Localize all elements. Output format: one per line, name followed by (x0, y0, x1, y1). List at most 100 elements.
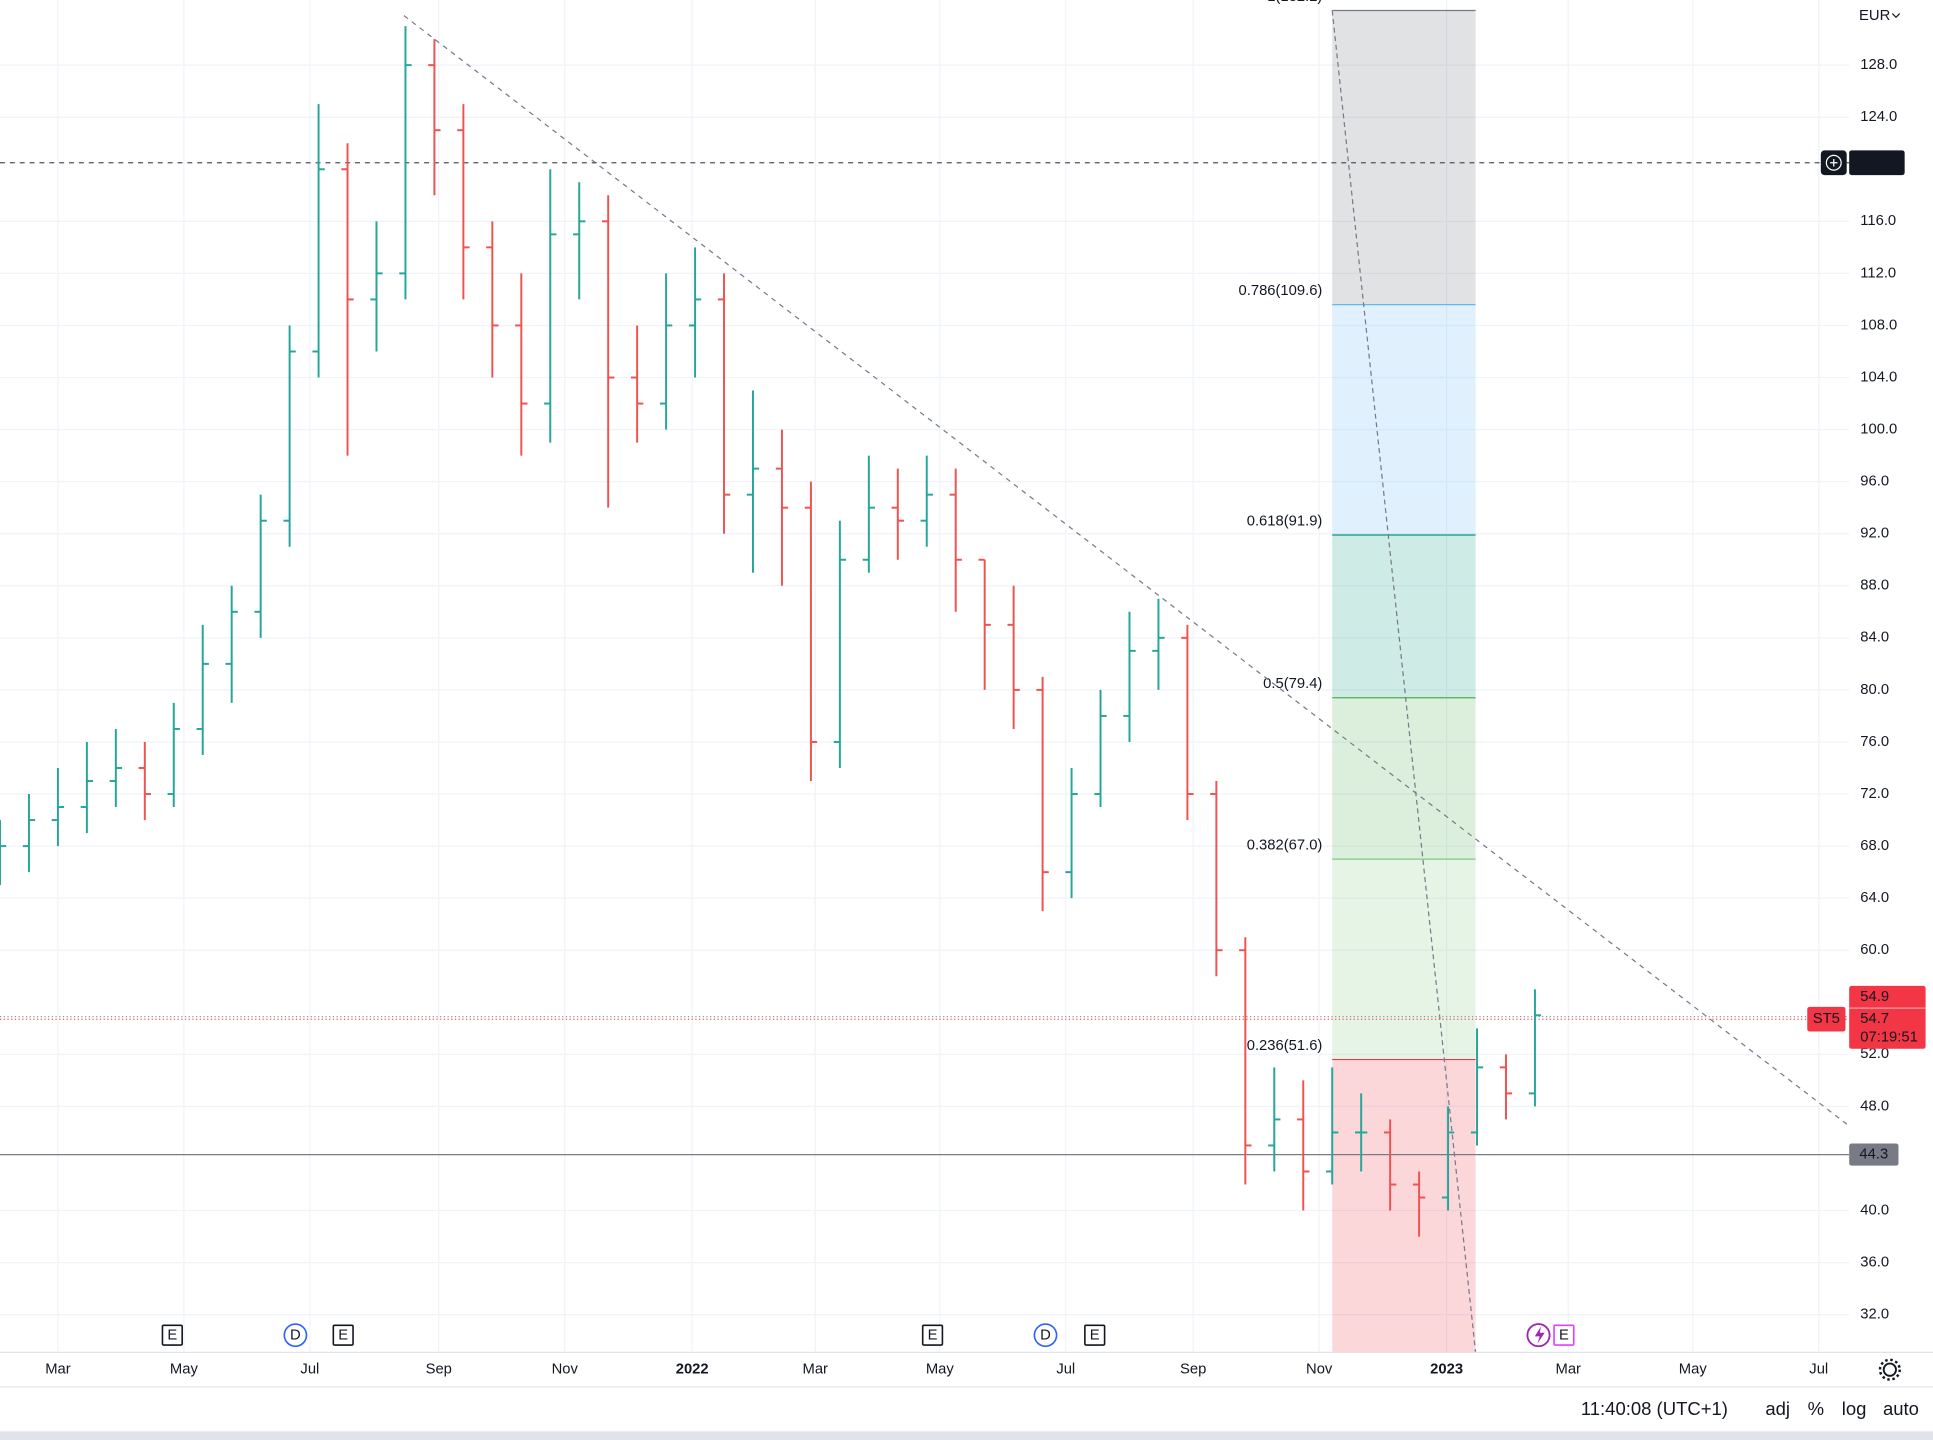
horizontal-line-label: 44.3 (1859, 1146, 1888, 1162)
fib-band (1332, 697, 1476, 860)
x-tick-label: May (170, 1362, 199, 1378)
x-tick-label: Sep (426, 1362, 452, 1378)
clock[interactable]: 11:40:08 (UTC+1) (1581, 1398, 1728, 1419)
percent-button[interactable]: % (1808, 1398, 1824, 1419)
x-tick-label: May (1679, 1362, 1708, 1378)
price-tag-label: 54.9 (1860, 989, 1889, 1005)
lines-layer (0, 15, 1850, 1156)
gear-ring (1882, 1362, 1897, 1377)
fib-level-label: 0.236(51.6) (1247, 1038, 1323, 1054)
add-alert-plus (1830, 159, 1838, 167)
y-tick-label: 52.0 (1860, 1046, 1889, 1062)
fib-trend-line (1331, 10, 1477, 1353)
price-axis (1849, 0, 1933, 1353)
event-label: E (928, 1328, 938, 1344)
x-tick-label: Jul (1809, 1362, 1828, 1378)
y-tick-label: 108.0 (1860, 317, 1897, 333)
y-tick-label: 80.0 (1860, 682, 1889, 698)
fib-band (1332, 535, 1476, 698)
auto-button[interactable]: auto (1883, 1398, 1919, 1419)
fib-level-label: 0.382(67.0) (1247, 837, 1323, 853)
y-tick-label: 48.0 (1860, 1098, 1889, 1114)
axis-layer: 32.0 36.0 40.0 48.0 52.0 60.0 64.0 68.0 72.0 76.0… (45, 57, 1897, 1378)
gear-teeth (1878, 1358, 1901, 1381)
y-tick-label: 64.0 (1860, 890, 1889, 906)
event-marker[interactable] (1033, 1323, 1058, 1348)
time-axis (0, 1352, 1933, 1387)
adj-button[interactable]: adj (1765, 1398, 1790, 1419)
fib-level-label: 1(132.2) (1267, 0, 1322, 5)
symbol-tag-label: ST5 (1813, 1011, 1840, 1027)
y-tick-label: 32.0 (1860, 1307, 1889, 1323)
event-label: D (1040, 1328, 1051, 1344)
y-tick-label: 72.0 (1860, 786, 1889, 802)
lightning-icon (1534, 1326, 1545, 1344)
fib-band (1332, 10, 1476, 305)
fib-band (1332, 304, 1476, 536)
y-tick-label: 104.0 (1860, 369, 1897, 385)
x-tick-label: Nov (1306, 1362, 1333, 1378)
y-tick-label: 36.0 (1860, 1255, 1889, 1271)
settings-icon[interactable] (1878, 1358, 1901, 1381)
event-label: E (1090, 1328, 1100, 1344)
lightning-circle (1526, 1323, 1551, 1348)
y-tick-label: 116.0 (1860, 213, 1896, 229)
y-tick-label: 40.0 (1860, 1202, 1889, 1218)
event-label: E (1559, 1328, 1569, 1344)
x-tick-label: Sep (1180, 1362, 1206, 1378)
add-alert-icon (1825, 154, 1842, 171)
event-marker[interactable] (283, 1323, 308, 1348)
y-tick-label: 88.0 (1860, 578, 1889, 594)
bars-layer (0, 26, 1542, 1237)
currency-chevron (1891, 13, 1901, 19)
crosshair-label: 120.5 (1859, 155, 1896, 171)
countdown-label: 07:19:51 (1860, 1030, 1918, 1046)
y-tick-label: 100.0 (1860, 421, 1897, 437)
x-tick-label: Jul (1056, 1362, 1075, 1378)
last-price-label: 54.7 (1860, 1011, 1889, 1027)
y-tick-label: 124.0 (1860, 109, 1897, 125)
event-label: E (338, 1328, 348, 1344)
fib-band (1332, 1059, 1476, 1353)
y-tick-label: 128.0 (1860, 57, 1897, 73)
y-tick-label: 60.0 (1860, 942, 1889, 958)
event-marker[interactable] (1084, 1324, 1106, 1346)
symbol-tag-box (1807, 1006, 1846, 1032)
x-tick-label: Nov (552, 1362, 579, 1378)
x-tick-label: 2023 (1430, 1362, 1463, 1378)
y-tick-label: 112.0 (1860, 265, 1896, 281)
grid-layer (0, 0, 1850, 1353)
y-tick-label: 92.0 (1860, 526, 1889, 542)
event-marker[interactable] (1553, 1324, 1575, 1346)
x-tick-label: 2022 (676, 1362, 709, 1378)
x-tick-label: Mar (803, 1362, 829, 1378)
bottom-strip (0, 1431, 1933, 1440)
y-tick-label: 96.0 (1860, 474, 1889, 490)
event-marker[interactable] (161, 1324, 183, 1346)
event-marker[interactable] (332, 1324, 354, 1346)
y-tick-label: 84.0 (1860, 630, 1889, 646)
x-tick-label: May (926, 1362, 955, 1378)
currency-label[interactable]: EUR (1859, 8, 1890, 24)
trend-line (403, 15, 1850, 1127)
y-tick-label: 76.0 (1860, 734, 1889, 750)
fib-band (1332, 859, 1476, 1060)
y-tick-label: 68.0 (1860, 838, 1889, 854)
event-label: D (290, 1328, 301, 1344)
x-tick-label: Mar (45, 1362, 71, 1378)
fib-level-label: 0.786(109.6) (1239, 283, 1323, 299)
crosshair-tag (1849, 150, 1905, 176)
horizontal-line-tag (1849, 1143, 1899, 1166)
event-marker[interactable] (921, 1324, 944, 1346)
alert-icon[interactable] (1526, 1323, 1551, 1348)
fib-level-label: 0.5(79.4) (1263, 676, 1322, 692)
log-button[interactable]: log (1842, 1398, 1867, 1419)
x-tick-label: Jul (300, 1362, 319, 1378)
fib-level-label: 0.618(91.9) (1247, 513, 1323, 529)
tags-layer: 44.3 120.5 54.9 54.7 07:19:51 ST5 E D E E D E E (161, 150, 1926, 1348)
fib-layer: 1(132.2) 0.786(109.6) 0.618(91.9) 0.5(79.4)… (1239, 0, 1477, 1353)
